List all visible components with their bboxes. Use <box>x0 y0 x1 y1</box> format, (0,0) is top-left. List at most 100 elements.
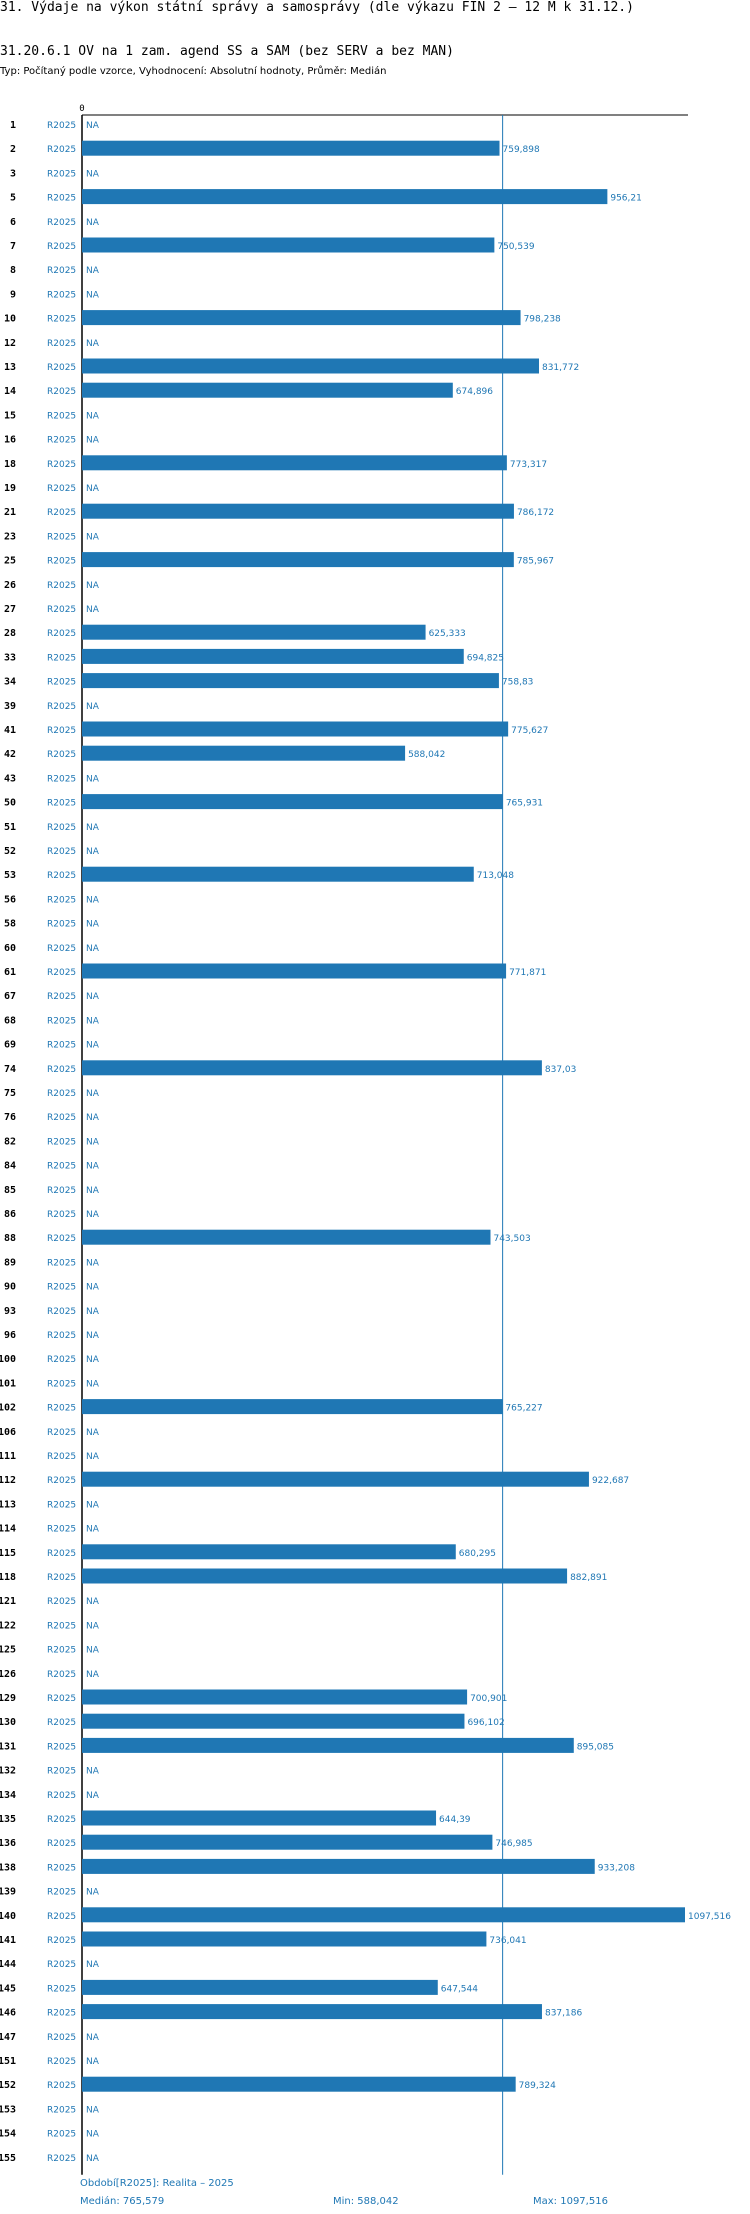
row-series-label: R2025 <box>47 436 76 446</box>
na-label: NA <box>86 1283 100 1293</box>
row-id-label: 23 <box>4 531 16 542</box>
row-series-label: R2025 <box>47 2057 76 2067</box>
na-label: NA <box>86 2105 100 2115</box>
row-id-label: 52 <box>4 846 16 857</box>
row-series-label: R2025 <box>47 1694 76 1704</box>
row-series-label: R2025 <box>47 799 76 809</box>
na-label: NA <box>86 339 100 349</box>
row-id-label: 1 <box>10 120 16 131</box>
row-id-label: 21 <box>4 507 16 518</box>
row-series-label: R2025 <box>47 895 76 905</box>
na-label: NA <box>86 411 100 421</box>
row-series-label: R2025 <box>47 1113 76 1123</box>
row-series-label: R2025 <box>47 1258 76 1268</box>
bar <box>82 794 503 810</box>
row-id-label: 155 <box>0 2153 16 2164</box>
row-id-label: 151 <box>0 2056 16 2067</box>
row-id-label: 5 <box>10 193 16 204</box>
row-series-label: R2025 <box>47 1984 76 1994</box>
row-id-label: 141 <box>0 1935 16 1946</box>
na-label: NA <box>86 774 100 784</box>
row-series-label: R2025 <box>47 508 76 518</box>
row-id-label: 136 <box>0 1838 16 1849</box>
na-label: NA <box>86 944 100 954</box>
row-id-label: 69 <box>4 1040 16 1051</box>
na-label: NA <box>86 1379 100 1389</box>
na-label: NA <box>86 1888 100 1898</box>
row-series-label: R2025 <box>47 290 76 300</box>
na-label: NA <box>86 1670 100 1680</box>
bar <box>82 624 426 640</box>
bar <box>82 310 521 326</box>
row-series-label: R2025 <box>47 1331 76 1341</box>
row-series-label: R2025 <box>47 605 76 615</box>
bar-value-label: 743,503 <box>493 1234 530 1244</box>
bar-value-label: 765,227 <box>505 1404 542 1414</box>
footer-median: Medián: 765,579 <box>80 2196 165 2207</box>
bar <box>82 1471 589 1487</box>
row-series-label: R2025 <box>47 266 76 276</box>
row-id-label: 102 <box>0 1403 16 1414</box>
row-series-label: R2025 <box>47 1500 76 1510</box>
row-series-label: R2025 <box>47 1742 76 1752</box>
row-id-label: 53 <box>4 870 16 881</box>
bar <box>82 1229 491 1245</box>
row-id-label: 8 <box>10 265 16 276</box>
row-id-label: 113 <box>0 1499 16 1510</box>
row-series-label: R2025 <box>47 1137 76 1147</box>
na-label: NA <box>86 1500 100 1510</box>
row-series-label: R2025 <box>47 169 76 179</box>
row-id-label: 129 <box>0 1693 16 1704</box>
row-series-label: R2025 <box>47 1670 76 1680</box>
row-id-label: 138 <box>0 1862 16 1873</box>
row-id-label: 125 <box>0 1645 16 1656</box>
row-series-label: R2025 <box>47 1404 76 1414</box>
na-label: NA <box>86 605 100 615</box>
bar <box>82 1907 685 1923</box>
row-series-label: R2025 <box>47 242 76 252</box>
row-id-label: 18 <box>4 459 16 470</box>
na-label: NA <box>86 1137 100 1147</box>
na-label: NA <box>86 169 100 179</box>
row-series-label: R2025 <box>47 2105 76 2115</box>
row-id-label: 51 <box>4 822 16 833</box>
row-series-label: R2025 <box>47 1186 76 1196</box>
bar <box>82 2076 516 2092</box>
bar-value-label: 696,102 <box>467 1718 504 1728</box>
na-label: NA <box>86 702 100 712</box>
na-label: NA <box>86 1113 100 1123</box>
bar-value-label: 694,825 <box>467 653 504 663</box>
row-id-label: 56 <box>4 894 16 905</box>
row-series-label: R2025 <box>47 653 76 663</box>
row-id-label: 154 <box>0 2129 16 2140</box>
na-label: NA <box>86 2130 100 2140</box>
row-id-label: 115 <box>0 1548 16 1559</box>
row-id-label: 74 <box>4 1064 16 1075</box>
bar-value-label: 674,896 <box>456 387 493 397</box>
bar <box>82 1060 542 1076</box>
row-series-label: R2025 <box>47 1525 76 1535</box>
row-id-label: 67 <box>4 991 16 1002</box>
row-id-label: 90 <box>4 1282 16 1293</box>
row-series-label: R2025 <box>47 557 76 567</box>
row-id-label: 3 <box>10 168 16 179</box>
bar-value-label: 1097,516 <box>688 1912 731 1922</box>
row-series-label: R2025 <box>47 194 76 204</box>
row-id-label: 132 <box>0 1766 16 1777</box>
row-series-label: R2025 <box>47 968 76 978</box>
na-label: NA <box>86 920 100 930</box>
row-id-label: 88 <box>4 1233 16 1244</box>
row-id-label: 86 <box>4 1209 16 1220</box>
na-label: NA <box>86 1767 100 1777</box>
na-label: NA <box>86 823 100 833</box>
row-id-label: 6 <box>10 217 16 228</box>
row-id-label: 26 <box>4 580 16 591</box>
row-id-label: 14 <box>4 386 16 397</box>
row-id-label: 100 <box>0 1354 16 1365</box>
row-series-label: R2025 <box>47 774 76 784</box>
row-id-label: 60 <box>4 943 16 954</box>
row-series-label: R2025 <box>47 315 76 325</box>
row-id-label: 126 <box>0 1669 16 1680</box>
row-series-label: R2025 <box>47 750 76 760</box>
row-series-label: R2025 <box>47 1234 76 1244</box>
